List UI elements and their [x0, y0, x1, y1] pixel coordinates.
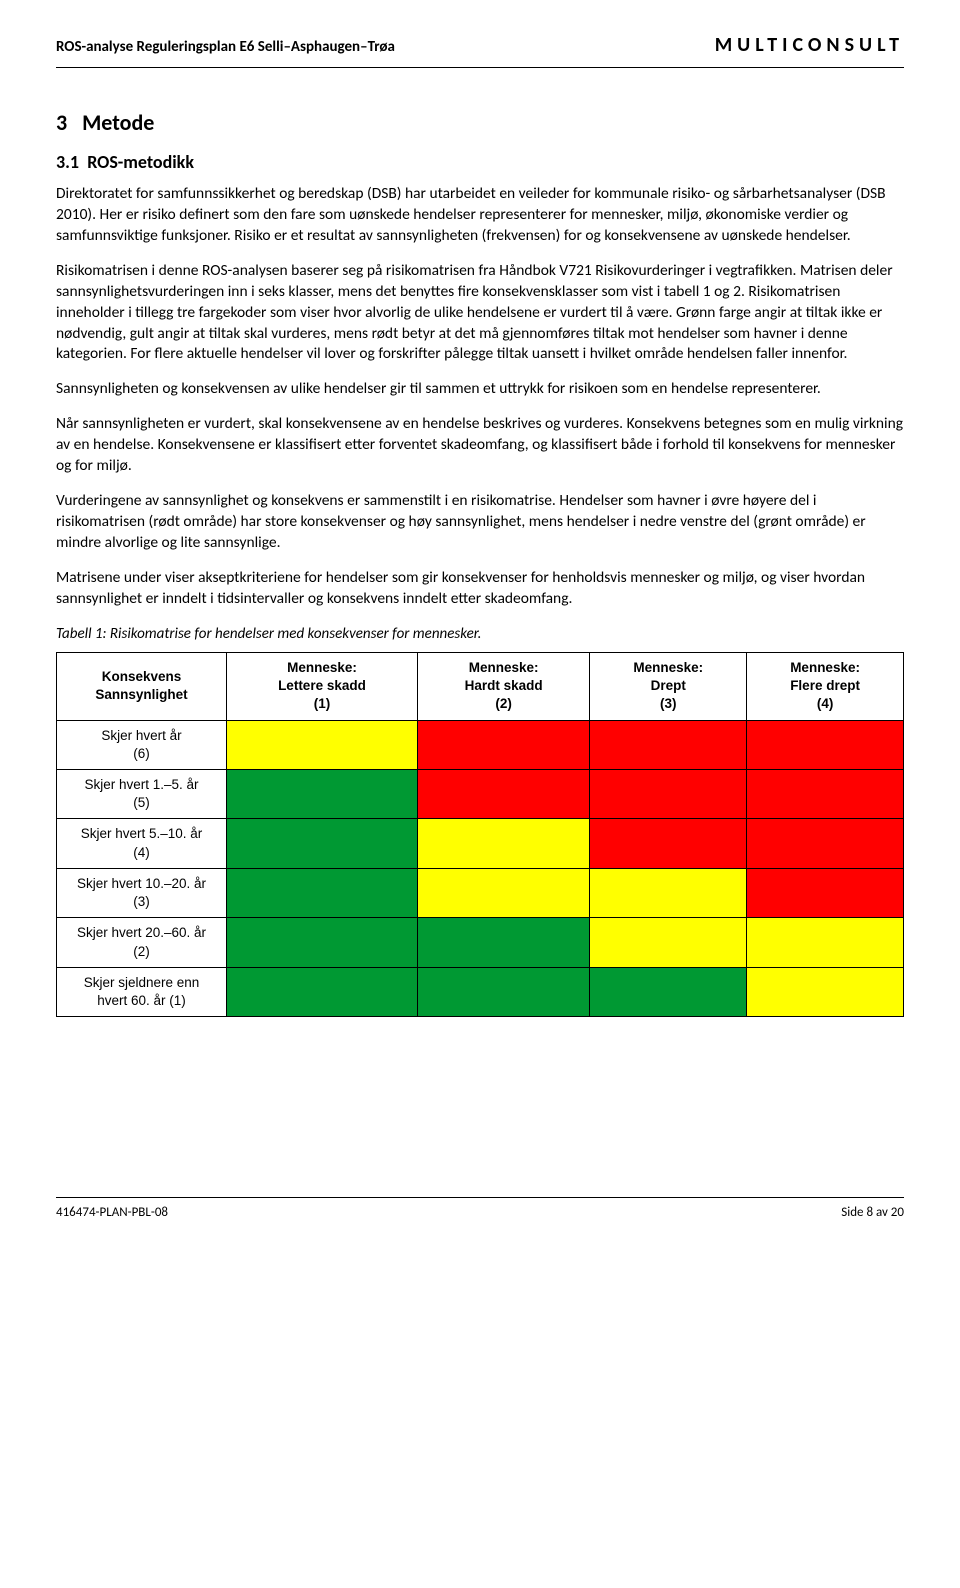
risk-cell [227, 918, 418, 967]
paragraph: Matrisene under viser akseptkriteriene f… [56, 568, 904, 610]
risk-cell [590, 868, 747, 917]
risk-cell [747, 770, 904, 819]
row-header: Skjer hvert 10.–20. år(3) [57, 868, 227, 917]
table-row: Skjer hvert 5.–10. år(4) [57, 819, 904, 868]
paragraph: Vurderingene av sannsynlighet og konsekv… [56, 491, 904, 554]
row-header: Skjer hvert 20.–60. år(2) [57, 918, 227, 967]
risk-cell [590, 819, 747, 868]
risk-cell [747, 868, 904, 917]
subsection-number: 3.1 [56, 151, 79, 173]
row-header: Skjer hvert 5.–10. år(4) [57, 819, 227, 868]
risk-cell [417, 967, 589, 1016]
col-header: Menneske: Drept (3) [590, 652, 747, 720]
table-caption: Tabell 1: Risikomatrise for hendelser me… [56, 624, 904, 644]
table-row: Skjer hvert 20.–60. år(2) [57, 918, 904, 967]
col-header: Menneske: Lettere skadd (1) [227, 652, 418, 720]
col-header: Menneske: Hardt skadd (2) [417, 652, 589, 720]
corner-header: Konsekvens Sannsynlighet [57, 652, 227, 720]
risk-cell [227, 868, 418, 917]
table-row: Skjer hvert år(6) [57, 720, 904, 769]
risk-cell [747, 819, 904, 868]
paragraph: Når sannsynligheten er vurdert, skal kon… [56, 414, 904, 477]
risk-cell [747, 720, 904, 769]
footer-page-number: Side 8 av 20 [841, 1204, 904, 1222]
risk-matrix-table: Konsekvens Sannsynlighet Menneske: Lette… [56, 652, 904, 1017]
header-doc-title: ROS-analyse Reguleringsplan E6 Selli–Asp… [56, 37, 395, 57]
corner-top: Konsekvens [102, 669, 182, 684]
section-number: 3 [56, 109, 67, 136]
risk-cell [227, 720, 418, 769]
row-header: Skjer sjeldnere ennhvert 60. år (1) [57, 967, 227, 1016]
paragraph: Direktoratet for samfunnssikkerhet og be… [56, 184, 904, 247]
risk-cell [590, 720, 747, 769]
header-company: MULTICONSULT [715, 32, 904, 59]
subsection-heading: 3.1 ROS-metodikk [56, 150, 904, 174]
risk-cell [417, 819, 589, 868]
page-header: ROS-analyse Reguleringsplan E6 Selli–Asp… [56, 32, 904, 68]
risk-cell [227, 967, 418, 1016]
page-footer: 416474-PLAN-PBL-08 Side 8 av 20 [56, 1197, 904, 1222]
risk-cell [747, 967, 904, 1016]
section-title-text: Metode [82, 109, 154, 136]
row-header: Skjer hvert år(6) [57, 720, 227, 769]
risk-cell [590, 918, 747, 967]
paragraph: Sannsynligheten og konsekvensen av ulike… [56, 379, 904, 400]
subsection-title-text: ROS-metodikk [87, 151, 194, 173]
risk-cell [227, 819, 418, 868]
row-header: Skjer hvert 1.–5. år(5) [57, 770, 227, 819]
risk-cell [747, 918, 904, 967]
section-heading: 3 Metode [56, 108, 904, 138]
risk-cell [590, 770, 747, 819]
risk-cell [417, 868, 589, 917]
paragraph: Risikomatrisen i denne ROS-analysen base… [56, 261, 904, 366]
risk-cell [417, 720, 589, 769]
corner-bottom: Sannsynlighet [95, 687, 187, 702]
col-header: Menneske: Flere drept (4) [747, 652, 904, 720]
risk-cell [417, 770, 589, 819]
footer-doc-id: 416474-PLAN-PBL-08 [56, 1204, 168, 1222]
risk-cell [590, 967, 747, 1016]
table-row: Skjer hvert 10.–20. år(3) [57, 868, 904, 917]
risk-cell [227, 770, 418, 819]
table-header-row: Konsekvens Sannsynlighet Menneske: Lette… [57, 652, 904, 720]
table-row: Skjer sjeldnere ennhvert 60. år (1) [57, 967, 904, 1016]
risk-cell [417, 918, 589, 967]
table-row: Skjer hvert 1.–5. år(5) [57, 770, 904, 819]
